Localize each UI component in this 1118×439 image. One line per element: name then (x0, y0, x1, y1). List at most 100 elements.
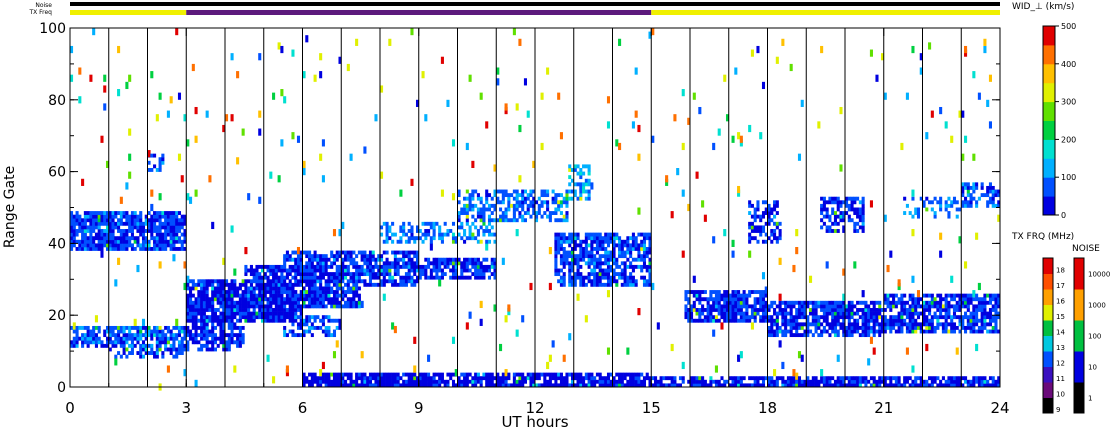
data-cell (895, 301, 898, 305)
data-cell (469, 75, 472, 82)
data-cell (170, 351, 173, 355)
data-cell (568, 233, 571, 237)
data-cell (701, 304, 704, 308)
data-cell (529, 193, 532, 197)
data-cell (743, 304, 746, 308)
data-cell (435, 380, 438, 384)
data-cell (823, 376, 826, 380)
data-cell (491, 380, 494, 384)
data-cell (89, 215, 92, 219)
data-cell (197, 297, 200, 301)
data-cell (159, 218, 162, 222)
data-cell (831, 312, 834, 316)
data-cell (325, 272, 328, 276)
data-cell (272, 315, 275, 319)
data-cell (538, 197, 541, 201)
data-cell (150, 351, 153, 355)
data-cell (347, 258, 350, 262)
data-cell (250, 279, 253, 283)
data-cell (518, 200, 521, 204)
data-cell (837, 333, 840, 337)
data-cell (624, 283, 627, 287)
data-cell (488, 269, 491, 273)
data-cell (732, 315, 735, 319)
data-cell (89, 229, 92, 233)
data-cell (402, 233, 405, 237)
data-cell (239, 312, 242, 316)
data-cell (588, 261, 591, 265)
data-cell (563, 272, 566, 276)
data-cell (604, 236, 607, 240)
data-cell (815, 304, 818, 308)
data-cell (275, 301, 278, 305)
data-cell (507, 208, 510, 212)
data-cell (563, 265, 566, 269)
data-cell (792, 322, 795, 326)
data-cell (159, 261, 162, 268)
data-cell (723, 315, 726, 319)
data-cell (629, 247, 632, 251)
data-cell (709, 304, 712, 308)
data-cell (624, 254, 627, 258)
data-cell (361, 269, 364, 273)
data-cell (347, 290, 350, 294)
data-cell (737, 312, 740, 316)
data-cell (369, 261, 372, 265)
data-cell (947, 330, 950, 334)
data-cell (283, 254, 286, 258)
data-cell (131, 337, 134, 341)
data-cell (720, 315, 723, 319)
data-cell (466, 222, 469, 226)
data-cell (460, 225, 463, 229)
data-cell (579, 182, 582, 186)
data-cell (322, 276, 325, 280)
data-cell (698, 315, 701, 319)
data-cell (560, 376, 563, 380)
data-cell (402, 380, 405, 384)
data-cell (482, 276, 485, 280)
data-cell (994, 294, 997, 298)
data-cell (828, 376, 831, 380)
data-cell (192, 322, 195, 326)
data-cell (480, 276, 483, 280)
data-cell (95, 218, 98, 222)
data-cell (773, 319, 776, 323)
data-cell (756, 46, 759, 53)
data-cell (992, 190, 995, 194)
data-cell (906, 330, 909, 334)
data-cell (856, 376, 859, 380)
data-cell (934, 297, 937, 301)
data-cell (989, 190, 992, 194)
data-cell (471, 265, 474, 269)
data-cell (352, 290, 355, 294)
data-cell (322, 272, 325, 276)
data-cell (402, 222, 405, 226)
data-cell (308, 283, 311, 287)
data-cell (607, 243, 610, 247)
data-cell (911, 46, 914, 53)
data-cell (590, 243, 593, 247)
data-cell (305, 279, 308, 283)
data-cell (275, 315, 278, 319)
data-cell (590, 376, 593, 380)
data-cell (316, 276, 319, 280)
data-cell (291, 301, 294, 305)
data-cell (565, 251, 568, 255)
data-cell (195, 107, 198, 114)
data-cell (892, 304, 895, 308)
data-cell (239, 319, 242, 323)
data-cell (446, 100, 449, 107)
data-cell (837, 229, 840, 233)
data-cell (84, 211, 87, 215)
data-cell (538, 211, 541, 215)
data-cell (150, 71, 153, 78)
data-cell (413, 365, 416, 372)
data-cell (269, 294, 272, 298)
data-cell (754, 290, 757, 294)
data-cell (972, 380, 975, 384)
data-cell (538, 373, 541, 377)
data-cell (505, 315, 508, 322)
data-cell (358, 269, 361, 273)
data-cell (325, 380, 328, 384)
data-cell (795, 301, 798, 305)
